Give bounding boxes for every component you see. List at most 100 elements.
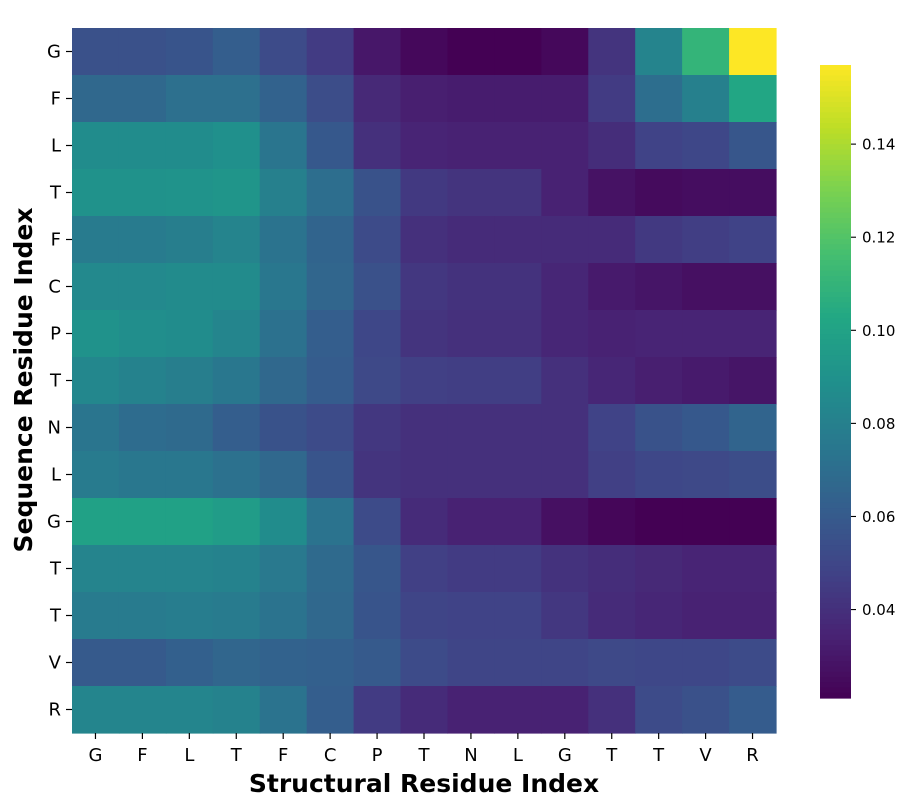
colorbar-segment (820, 117, 851, 124)
colorbar-segment (820, 529, 851, 536)
colorbar-segment (820, 302, 851, 309)
heatmap-cell (588, 75, 636, 123)
heatmap-cell (353, 263, 402, 311)
heatmap-cell (306, 216, 355, 264)
colorbar-segment (820, 587, 851, 594)
colorbar-tick-label: 0.12 (862, 229, 895, 247)
colorbar-segment (820, 581, 851, 588)
heatmap-cell (541, 75, 589, 123)
heatmap-cell (588, 545, 636, 593)
colorbar-segment (820, 634, 851, 641)
colorbar-segment (820, 439, 851, 446)
heatmap-cell (494, 28, 542, 76)
heatmap-cell (494, 263, 542, 311)
colorbar-segment (820, 254, 851, 261)
heatmap-cell (118, 216, 167, 264)
heatmap-cell (635, 75, 683, 123)
heatmap-cell (259, 28, 308, 76)
heatmap-cell (400, 216, 449, 264)
heatmap-cell (306, 592, 355, 640)
y-tick-label: T (49, 183, 62, 204)
heatmap-cell (447, 75, 495, 123)
colorbar-segment (820, 86, 851, 92)
y-tick-label: F (51, 89, 61, 110)
x-tick-label: L (184, 745, 194, 766)
heatmap-cell (541, 592, 589, 640)
heatmap-cell (494, 357, 542, 405)
heatmap-cell (447, 639, 495, 687)
heatmap-cell (212, 404, 261, 452)
colorbar-segment (820, 202, 851, 209)
heatmap-cell (729, 169, 777, 217)
colorbar-ticks: 0.04 0.06 0.08 0.10 0.12 0.14 (851, 136, 895, 619)
colorbar-segment (820, 159, 851, 166)
x-tick-label: L (513, 745, 523, 766)
heatmap-cell (682, 216, 730, 264)
heatmap-cell (682, 498, 730, 546)
heatmap-cell (447, 545, 495, 593)
heatmap-cell (212, 545, 261, 593)
colorbar-segment (820, 349, 851, 356)
heatmap-cell (635, 28, 683, 76)
heatmap-cell (353, 169, 402, 217)
heatmap-cell (588, 28, 636, 76)
heatmap-cell (682, 686, 730, 734)
colorbar-segment (820, 91, 851, 98)
heatmap-cell (72, 216, 120, 264)
colorbar-segment (820, 513, 851, 520)
colorbar-segment (820, 175, 851, 182)
colorbar-segment (820, 101, 851, 108)
colorbar-segment (820, 312, 851, 319)
heatmap-cell (306, 498, 355, 546)
heatmap-cell (165, 404, 214, 452)
heatmap-cell (541, 122, 589, 170)
heatmap-cell (635, 216, 683, 264)
heatmap-cell (306, 169, 355, 217)
heatmap-cell (259, 404, 308, 452)
heatmap-cell (259, 592, 308, 640)
heatmap-cell (588, 310, 636, 358)
colorbar-segment (820, 323, 851, 330)
heatmap-cell (306, 263, 355, 311)
heatmap-cell (494, 75, 542, 123)
x-tick-label: G (558, 745, 572, 766)
heatmap-cell (353, 451, 402, 499)
heatmap-cell (682, 451, 730, 499)
colorbar-segment (820, 70, 851, 77)
heatmap-cell (353, 310, 402, 358)
x-tick-label: T (605, 745, 618, 766)
heatmap-cell (729, 357, 777, 405)
colorbar-segment (820, 207, 851, 214)
heatmap-cell (165, 545, 214, 593)
heatmap-cell (494, 592, 542, 640)
colorbar-segment (820, 592, 851, 599)
colorbar-segment (820, 286, 851, 293)
heatmap-cell (259, 169, 308, 217)
heatmap-cell (447, 404, 495, 452)
colorbar-segment (820, 597, 851, 604)
colorbar-segment (820, 423, 851, 430)
heatmap-cell (588, 686, 636, 734)
heatmap-cell (541, 545, 589, 593)
heatmap-cell (259, 498, 308, 546)
colorbar-segment (820, 608, 851, 615)
heatmap-cell (259, 545, 308, 593)
heatmap-cell (165, 216, 214, 264)
heatmap-cell (447, 592, 495, 640)
heatmap-cell (729, 263, 777, 311)
colorbar-segment (820, 249, 851, 256)
heatmap-cell (447, 216, 495, 264)
x-tick-label: T (418, 745, 431, 766)
x-tick-label: R (746, 745, 759, 766)
colorbar-segment (820, 523, 851, 530)
colorbar-segment (820, 297, 851, 303)
x-tick-label: G (88, 745, 102, 766)
heatmap-cell (353, 639, 402, 687)
heatmap-cell (588, 404, 636, 452)
heatmap-cell (212, 263, 261, 311)
heatmap-cell (541, 686, 589, 734)
heatmap-cell (635, 639, 683, 687)
colorbar-segment (820, 576, 851, 583)
heatmap-cell (447, 169, 495, 217)
